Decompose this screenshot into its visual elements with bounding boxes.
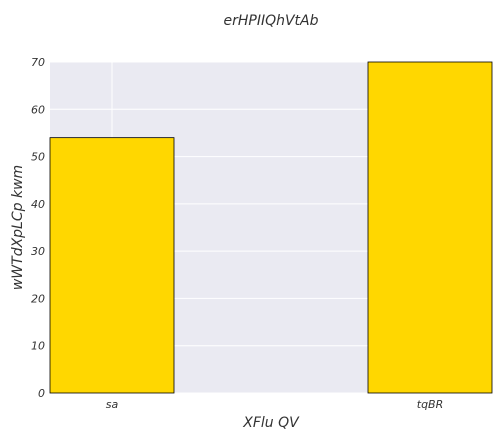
y-tick-label: 20 [31, 292, 45, 305]
chart-title: erHPIIQhVtAb [223, 13, 318, 29]
y-tick-label: 0 [38, 387, 45, 400]
y-tick-label: 30 [31, 245, 45, 258]
bars [49, 61, 493, 394]
y-tick-label: 10 [31, 340, 45, 353]
y-tick-label: 40 [31, 198, 45, 211]
x-axis-label: XFlu QV [242, 415, 300, 431]
x-tick-label: tqBR [417, 398, 444, 411]
y-tick-label: 70 [31, 56, 45, 69]
bar-tqBR [367, 61, 493, 394]
bar-sa [49, 137, 175, 394]
y-tick-label: 60 [31, 103, 45, 116]
y-axis-label: wWTdXpLCp kwm [10, 165, 26, 290]
y-axis-ticks: 0 10 20 30 40 50 60 70 [31, 56, 45, 400]
y-tick-label: 50 [31, 151, 45, 164]
x-axis-ticks: sa tqBR [106, 398, 443, 411]
x-tick-label: sa [106, 398, 119, 411]
